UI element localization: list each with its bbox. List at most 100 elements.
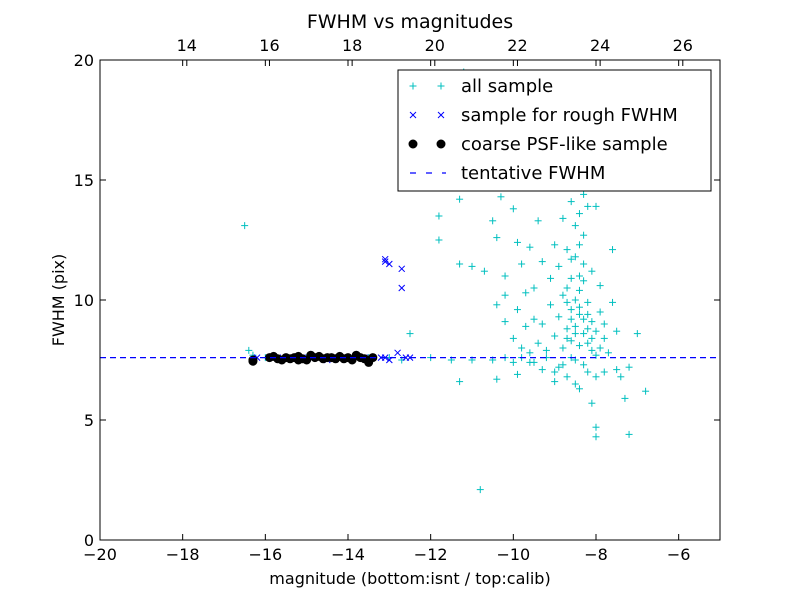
legend-label: coarse PSF-like sample xyxy=(461,134,668,155)
all-sample-point xyxy=(617,373,625,381)
all-sample-point xyxy=(563,373,571,381)
all-sample-point xyxy=(592,202,600,210)
x-tick-label: −10 xyxy=(496,545,530,564)
all-sample-point xyxy=(575,303,583,311)
sample-for-rough-fwhm-point-b xyxy=(381,258,389,265)
all-sample-point xyxy=(456,378,464,386)
all-sample-point xyxy=(588,346,596,354)
all-sample-point xyxy=(456,260,464,268)
legend-marker-b xyxy=(409,111,417,119)
all-sample-point xyxy=(542,346,550,354)
legend-label: all sample xyxy=(461,76,553,97)
sample-for-rough-fwhm-point-b xyxy=(398,284,406,292)
legend-marker xyxy=(437,111,445,119)
all-sample-point xyxy=(584,298,592,306)
sample-for-rough-fwhm-point xyxy=(398,265,406,273)
legend-label: sample for rough FWHM xyxy=(461,105,678,126)
x-tick-label: −12 xyxy=(414,545,448,564)
all-sample-point xyxy=(555,262,563,270)
all-sample-point xyxy=(497,193,505,201)
y-axis-label: FWHM (pix) xyxy=(49,254,68,347)
all-sample-point xyxy=(580,260,588,268)
plot-area xyxy=(100,68,720,494)
all-sample-point xyxy=(518,344,526,352)
all-sample-point xyxy=(567,306,575,314)
all-sample-point xyxy=(493,375,501,383)
all-sample-point xyxy=(555,363,563,371)
coarse-psf-like-sample-point xyxy=(331,354,341,364)
all-sample-point xyxy=(584,368,592,376)
all-sample-point xyxy=(571,330,579,338)
legend-box xyxy=(397,69,712,192)
sample-for-rough-fwhm-point xyxy=(394,349,401,357)
all-sample-point xyxy=(604,349,612,357)
all-sample-point xyxy=(609,298,617,306)
sample-for-rough-fwhm-point-b xyxy=(398,265,406,273)
sample-for-rough-fwhm-point-b xyxy=(385,260,393,268)
all-sample-point xyxy=(571,296,579,304)
top-tick-label: 24 xyxy=(590,36,610,55)
all-sample-point xyxy=(551,241,559,249)
all-sample-point xyxy=(480,267,488,275)
all-sample-point xyxy=(509,358,517,366)
all-sample-point xyxy=(580,315,588,323)
all-sample-point xyxy=(596,344,604,352)
all-sample-point xyxy=(456,195,464,203)
legend-entry: coarse PSF-like sample xyxy=(408,134,668,155)
all-sample-point xyxy=(559,214,567,222)
all-sample-point xyxy=(513,306,521,314)
all-sample-point xyxy=(596,308,604,316)
all-sample-point xyxy=(563,298,571,306)
all-sample-point xyxy=(600,320,608,328)
x-tick-label: −16 xyxy=(248,545,282,564)
legend-marker xyxy=(409,82,417,90)
all-sample-point xyxy=(584,325,592,333)
all-sample-point xyxy=(522,322,530,330)
top-tick-label: 18 xyxy=(342,36,362,55)
y-tick-label: 20 xyxy=(74,51,94,70)
all-sample-point xyxy=(575,272,583,280)
all-sample-point xyxy=(580,190,588,198)
x-tick-label: −14 xyxy=(331,545,365,564)
all-sample-point xyxy=(567,315,575,323)
sample-for-rough-fwhm-point-b xyxy=(394,349,401,357)
all-sample-point xyxy=(501,272,509,280)
axes: −20 −18 −16 −14 −12 −10 −8 −6 14 16 18 20 22 24 26 0 5 10… xyxy=(74,36,720,564)
all-sample-point xyxy=(526,243,534,251)
all-sample-point xyxy=(538,258,546,266)
all-sample-point xyxy=(563,325,571,333)
top-tick-label: 16 xyxy=(259,36,279,55)
all-sample-point xyxy=(509,334,517,342)
all-sample-point xyxy=(592,433,600,441)
all-sample-point xyxy=(530,315,538,323)
top-tick-label: 22 xyxy=(507,36,527,55)
all-sample-point xyxy=(588,267,596,275)
y-tick-label: 15 xyxy=(74,171,94,190)
all-sample-point xyxy=(596,282,604,290)
all-sample-point xyxy=(571,322,579,330)
all-sample-point xyxy=(613,327,621,335)
legend-marker xyxy=(437,82,445,90)
all-sample-point xyxy=(493,234,501,242)
x-tick-label: −20 xyxy=(83,545,117,564)
all-sample-point xyxy=(575,385,583,393)
all-sample-point xyxy=(592,373,600,381)
all-sample-point xyxy=(551,332,559,340)
legend-entry: tentative FWHM xyxy=(410,163,605,184)
all-sample-point xyxy=(435,236,443,244)
all-sample-point xyxy=(580,231,588,239)
all-sample-point xyxy=(625,363,633,371)
all-sample-point xyxy=(580,277,588,285)
all-sample-point xyxy=(522,289,530,297)
all-sample-point xyxy=(559,291,567,299)
all-sample-point xyxy=(621,394,629,402)
all-sample-point xyxy=(600,334,608,342)
all-sample-point xyxy=(551,368,559,376)
all-sample-point xyxy=(241,222,249,230)
x-tick-label: −8 xyxy=(584,545,608,564)
all-sample-point xyxy=(509,205,517,213)
all-sample-point xyxy=(584,202,592,210)
all-sample-point xyxy=(501,291,509,299)
all-sample-point xyxy=(559,344,567,352)
